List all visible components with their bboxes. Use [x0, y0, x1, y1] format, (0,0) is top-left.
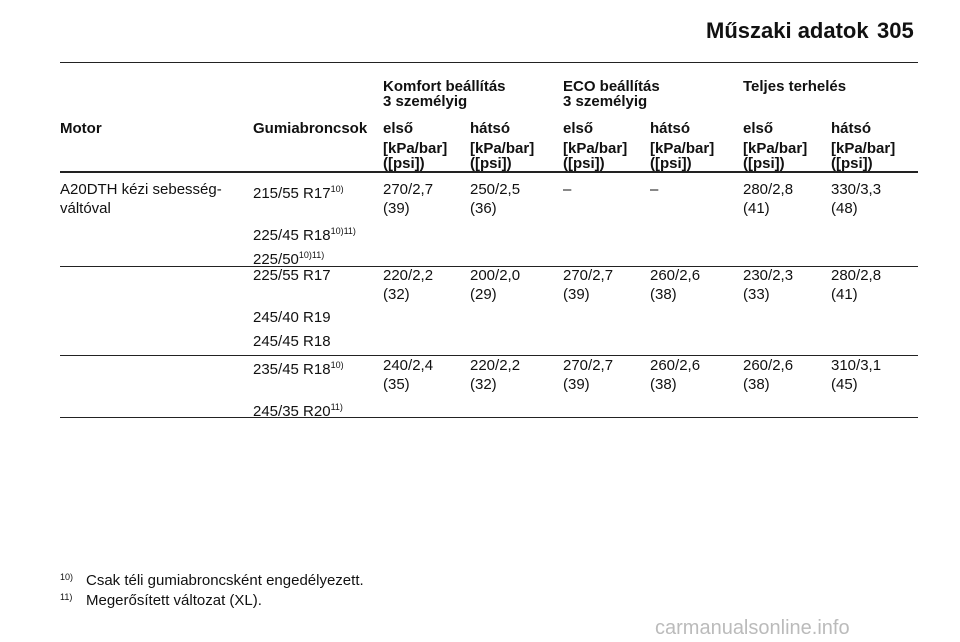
group-header: Teljes terhelés	[743, 78, 847, 95]
unit-header: [kPa/bar]	[563, 140, 628, 157]
column-header: Gumiabroncsok	[253, 120, 368, 137]
unit-header: [kPa/bar]	[650, 140, 715, 157]
rule	[60, 417, 918, 418]
group-header: ECO beállítás	[563, 78, 660, 95]
tire-size-text: 245/45 R18	[253, 333, 331, 350]
column-header: Motor	[60, 120, 102, 137]
pressure: (29)	[470, 286, 497, 303]
page-title: Műszaki adatok	[706, 18, 869, 43]
footnote-mark: 10)	[60, 572, 74, 582]
tire-size-text: 225/55 R17	[253, 267, 331, 284]
footnote-ref: 10)	[330, 226, 344, 236]
pressure: –	[563, 181, 572, 198]
page-number: 305	[877, 18, 914, 43]
tire-size-text: 235/45 R18	[253, 361, 331, 378]
pressure: 240/2,4	[383, 357, 434, 374]
group-header: 3 személyig	[563, 93, 648, 110]
pressure: –	[650, 181, 659, 198]
pressure: 260/2,6	[650, 267, 701, 284]
unit-header: [kPa/bar]	[831, 140, 896, 157]
column-header: első	[743, 120, 774, 137]
pressure: (48)	[831, 200, 858, 217]
pressure: 250/2,5	[470, 181, 521, 198]
pressure: 260/2,6	[650, 357, 701, 374]
tire-size: 215/55 R1710)	[253, 180, 344, 203]
unit-header: [kPa/bar]	[383, 140, 448, 157]
pressure: (39)	[563, 376, 590, 393]
column-header: első	[383, 120, 414, 137]
rule	[60, 62, 918, 63]
pressure: 310/3,1	[831, 357, 882, 374]
tire-size-text: 245/35 R20	[253, 403, 331, 420]
tire-size: 245/40 R19	[253, 308, 331, 327]
column-header: első	[563, 120, 594, 137]
pressure: (36)	[470, 200, 497, 217]
pressure: 200/2,0	[470, 267, 521, 284]
footnote-mark: 11)	[60, 592, 73, 602]
pressure: 220/2,2	[470, 357, 521, 374]
group-header: 3 személyig	[383, 93, 468, 110]
pressure: (38)	[743, 376, 770, 393]
pressure: 270/2,7	[563, 267, 614, 284]
pressure: (32)	[383, 286, 410, 303]
pressure: 230/2,3	[743, 267, 794, 284]
pressure: 270/2,7	[383, 181, 434, 198]
rule	[60, 355, 918, 356]
watermark: carmanualsonline.info	[655, 617, 850, 639]
pressure: (39)	[563, 286, 590, 303]
unit-header: ([psi])	[743, 155, 785, 172]
unit-header: [kPa/bar]	[743, 140, 808, 157]
tire-size: 225/5010)11)	[253, 246, 324, 269]
pressure: 280/2,8	[743, 181, 794, 198]
tire-size-text: 225/45 R18	[253, 227, 331, 244]
motor: váltóval	[60, 200, 111, 217]
footnote-ref: 10)	[298, 250, 312, 260]
footnote-text: Megerősített változat (XL).	[86, 592, 262, 609]
tire-size-text: 215/55 R17	[253, 185, 331, 202]
tire-size: 245/45 R18	[253, 332, 331, 351]
tire-size-text: 245/40 R19	[253, 309, 331, 326]
pressure: (38)	[650, 376, 677, 393]
footnote-ref: 11)	[343, 226, 356, 236]
tire-size: 225/55 R17	[253, 266, 331, 285]
rule	[60, 171, 918, 173]
unit-header: ([psi])	[831, 155, 873, 172]
pressure: 280/2,8	[831, 267, 882, 284]
footnote-ref: 10)	[330, 360, 344, 370]
footnote-ref: 11)	[330, 402, 343, 412]
pressure: (45)	[831, 376, 858, 393]
pressure: (32)	[470, 376, 497, 393]
pressure: (38)	[650, 286, 677, 303]
pressure: 270/2,7	[563, 357, 614, 374]
unit-header: ([psi])	[470, 155, 512, 172]
unit-header: ([psi])	[650, 155, 692, 172]
tire-size: 245/35 R2011)	[253, 398, 343, 421]
tire-size-text: 225/50	[253, 251, 299, 268]
tire-size: 225/45 R1810)11)	[253, 222, 356, 245]
pressure: 260/2,6	[743, 357, 794, 374]
unit-header: ([psi])	[383, 155, 425, 172]
pressure: (35)	[383, 376, 410, 393]
group-header: Komfort beállítás	[383, 78, 506, 95]
unit-header: ([psi])	[563, 155, 605, 172]
column-header: hátsó	[470, 120, 511, 137]
pressure: 220/2,2	[383, 267, 434, 284]
column-header: hátsó	[831, 120, 872, 137]
pressure: (39)	[383, 200, 410, 217]
pressure: (41)	[831, 286, 858, 303]
footnote-ref: 10)	[330, 184, 344, 194]
rule	[60, 266, 918, 267]
column-header: hátsó	[650, 120, 691, 137]
pressure: (33)	[743, 286, 770, 303]
tire-size: 235/45 R1810)	[253, 356, 344, 379]
motor: A20DTH kézi sebesség-	[60, 181, 222, 198]
footnote-ref: 11)	[311, 250, 325, 260]
unit-header: [kPa/bar]	[470, 140, 535, 157]
pressure: 330/3,3	[831, 181, 882, 198]
footnote-text: Csak téli gumiabroncsként engedélyezett.	[86, 572, 364, 589]
pressure: (41)	[743, 200, 770, 217]
